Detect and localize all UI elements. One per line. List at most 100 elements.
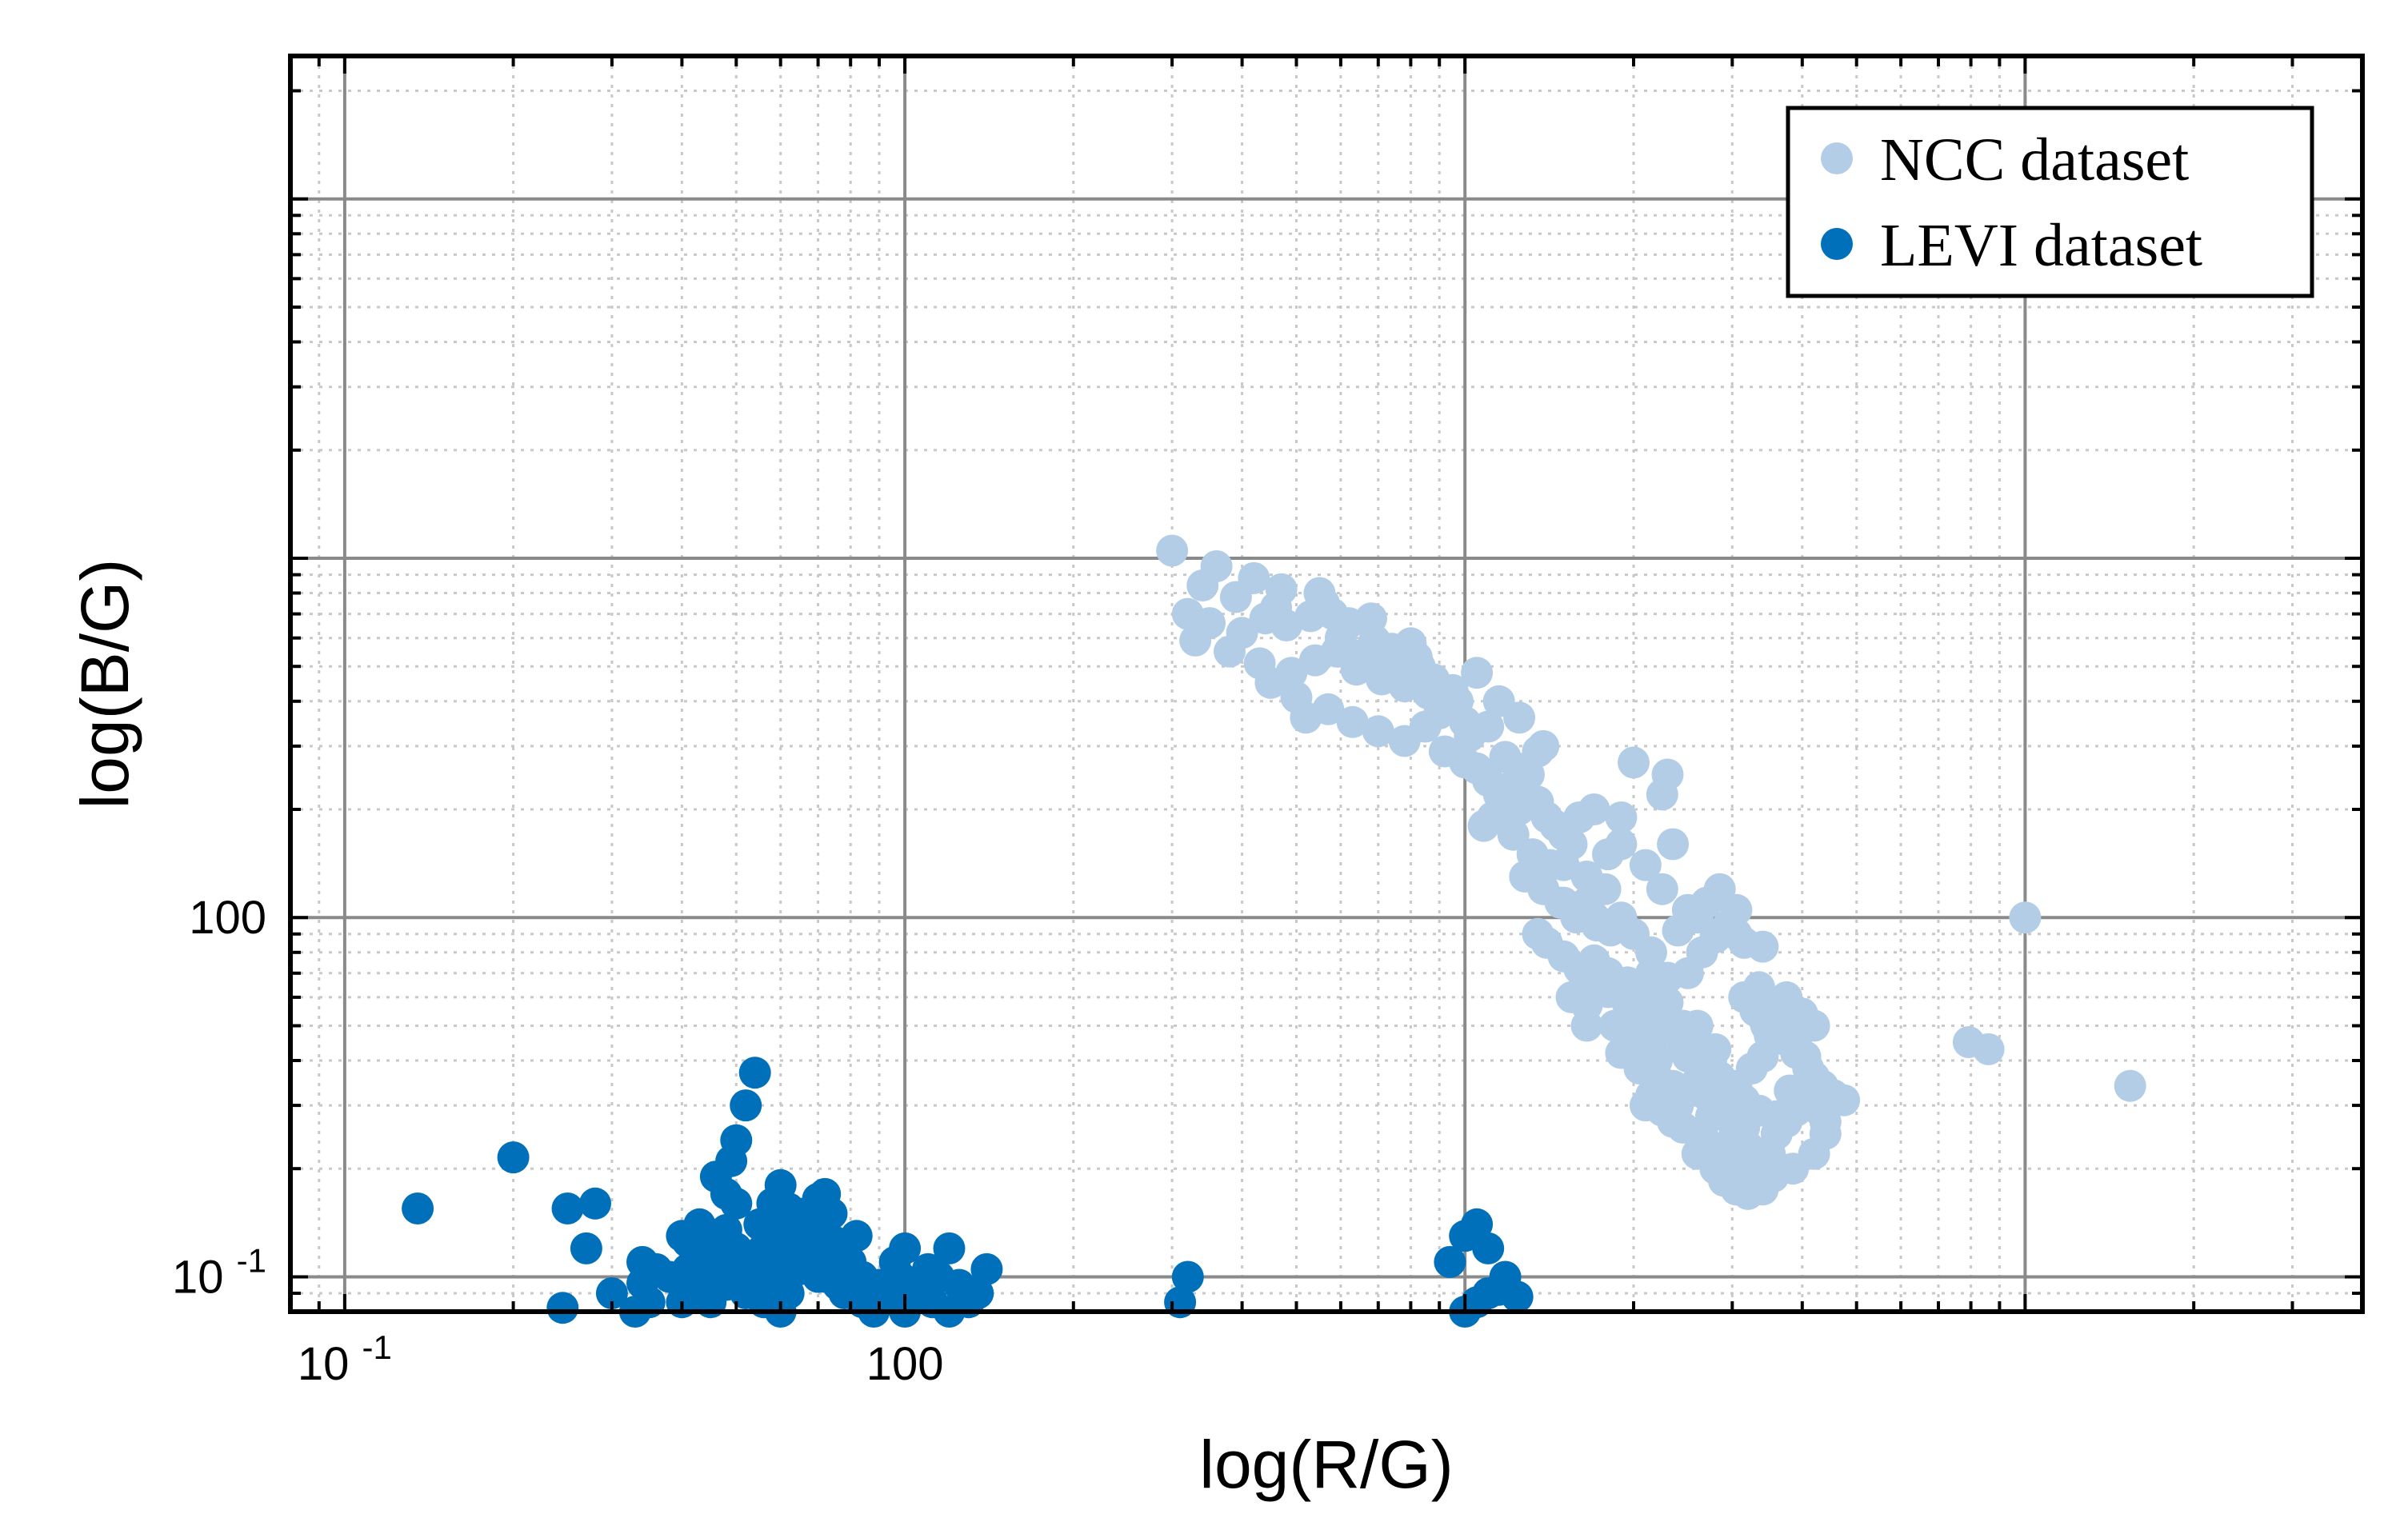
ncc-point bbox=[1467, 809, 1500, 842]
ncc-point bbox=[1503, 778, 1536, 811]
ncc-point bbox=[1657, 828, 1690, 861]
ncc-point bbox=[1547, 886, 1580, 919]
levi-point bbox=[772, 1239, 805, 1272]
levi-point bbox=[720, 1124, 753, 1156]
ncc-point bbox=[1547, 849, 1580, 881]
ncc-point bbox=[1578, 901, 1610, 934]
ncc-point bbox=[1646, 778, 1678, 811]
ncc-point bbox=[1780, 1022, 1813, 1055]
ncc-point bbox=[1720, 893, 1753, 926]
ncc-series bbox=[1156, 534, 2146, 1210]
ncc-point bbox=[1746, 930, 1779, 963]
ncc-point bbox=[1482, 685, 1515, 717]
legend-box bbox=[1786, 106, 2314, 298]
ncc-point bbox=[1522, 735, 1554, 768]
ncc-point bbox=[1618, 746, 1650, 779]
ncc-point bbox=[1372, 644, 1405, 677]
ncc-point bbox=[1699, 1033, 1732, 1065]
levi-point bbox=[1501, 1280, 1534, 1313]
ncc-point bbox=[1641, 1045, 1673, 1077]
ncc-point bbox=[1179, 624, 1212, 657]
levi-point bbox=[1472, 1232, 1505, 1264]
ncc-point bbox=[1629, 1089, 1662, 1122]
levi-point bbox=[933, 1232, 966, 1264]
ncc-point bbox=[2009, 901, 2042, 934]
ncc-point bbox=[1355, 602, 1387, 635]
major-grid bbox=[290, 56, 2362, 1312]
levi-point bbox=[551, 1192, 584, 1224]
ncc-point bbox=[1555, 981, 1588, 1013]
levi-point bbox=[1434, 1245, 1466, 1278]
ncc-point bbox=[1563, 801, 1596, 833]
ncc-point bbox=[1570, 1009, 1603, 1042]
levi-point bbox=[595, 1277, 628, 1309]
levi-point bbox=[579, 1187, 611, 1220]
levi-point bbox=[1171, 1260, 1204, 1293]
ncc-point bbox=[1760, 1100, 1793, 1133]
ncc-point bbox=[1681, 1009, 1714, 1042]
levi-point bbox=[738, 1057, 771, 1089]
ncc-point bbox=[1442, 685, 1474, 717]
plot-frame bbox=[288, 54, 2365, 1314]
ncc-point bbox=[1651, 986, 1684, 1019]
legend-label-levi: LEVI dataset bbox=[1880, 212, 2202, 279]
y-tick-label: 100 bbox=[189, 892, 266, 944]
levi-point bbox=[402, 1192, 434, 1224]
x-tick-label: 100 bbox=[866, 1338, 944, 1390]
legend-marker-levi bbox=[1821, 228, 1853, 260]
x-tick-label: 10 -1 bbox=[298, 1328, 392, 1390]
ncc-point bbox=[1699, 1152, 1732, 1185]
ncc-point bbox=[1497, 818, 1530, 851]
legend-marker-ncc bbox=[1821, 142, 1853, 174]
ncc-point bbox=[2114, 1069, 2146, 1102]
ncc-point bbox=[1418, 663, 1450, 696]
ncc-point bbox=[1629, 849, 1662, 881]
ncc-point bbox=[1739, 1144, 1772, 1177]
ncc-point bbox=[1646, 873, 1678, 905]
ncc-point bbox=[1336, 705, 1369, 738]
ncc-point bbox=[1618, 917, 1650, 950]
levi-point bbox=[570, 1232, 602, 1264]
ncc-point bbox=[1589, 873, 1622, 905]
ncc-point bbox=[1605, 801, 1638, 833]
ncc-point bbox=[1461, 657, 1494, 689]
levi-point bbox=[546, 1292, 579, 1324]
ncc-point bbox=[1254, 666, 1287, 699]
ncc-point bbox=[1522, 917, 1554, 950]
y-tick-label: 10 -1 bbox=[172, 1242, 266, 1304]
levi-point bbox=[626, 1245, 658, 1278]
ncc-point bbox=[1214, 635, 1246, 668]
ncc-point bbox=[1186, 569, 1219, 601]
ncc-point bbox=[1290, 701, 1322, 734]
ncc-point bbox=[1347, 638, 1380, 671]
ncc-point bbox=[1671, 893, 1704, 926]
x-axis-title: log(R/G) bbox=[1199, 1427, 1453, 1502]
legend: NCC dataset LEVI dataset bbox=[1786, 106, 2314, 298]
ncc-point bbox=[1362, 715, 1394, 748]
levi-point bbox=[912, 1252, 944, 1285]
ncc-point bbox=[1219, 581, 1252, 613]
levi-point bbox=[497, 1141, 530, 1174]
ncc-point bbox=[1754, 994, 1786, 1027]
levi-point bbox=[970, 1252, 1003, 1285]
ncc-point bbox=[1618, 1029, 1650, 1062]
ncc-point bbox=[1972, 1033, 2005, 1065]
ncc-point bbox=[1394, 627, 1427, 660]
ncc-point bbox=[1307, 587, 1340, 620]
ncc-point bbox=[1798, 1061, 1830, 1093]
legend-label-ncc: NCC dataset bbox=[1880, 126, 2189, 194]
ncc-point bbox=[1592, 838, 1624, 871]
ncc-point bbox=[1746, 1041, 1779, 1073]
levi-point bbox=[710, 1177, 742, 1210]
ncc-point bbox=[1618, 981, 1650, 1013]
levi-series bbox=[402, 1057, 1534, 1328]
ncc-point bbox=[1260, 591, 1293, 624]
tick-labels: 10 -1 100 10 -1 100 bbox=[172, 892, 943, 1390]
ncc-point bbox=[1777, 1152, 1810, 1185]
levi-point bbox=[1461, 1208, 1494, 1240]
levi-point bbox=[889, 1232, 922, 1264]
ncc-point bbox=[1635, 957, 1667, 989]
ncc-point bbox=[1578, 944, 1610, 977]
levi-point bbox=[689, 1225, 722, 1258]
